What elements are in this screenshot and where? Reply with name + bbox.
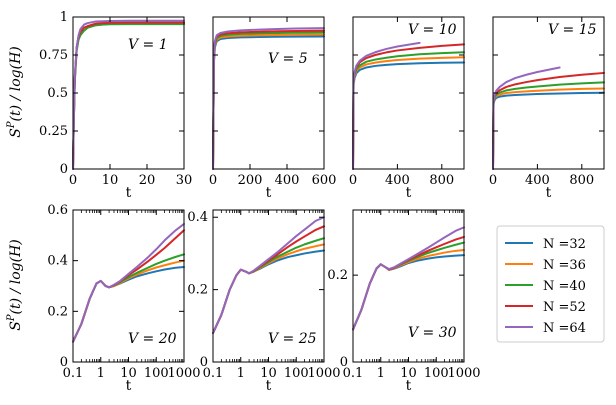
x-tick-label: 10 — [120, 366, 137, 381]
y-tick-label: 0.25 — [39, 124, 68, 139]
legend-label-N36: N =36 — [543, 258, 586, 273]
panel-title: V = 25 — [268, 331, 317, 347]
series-line-N36 — [352, 56, 465, 170]
legend: N =32 N =36 N =40 N =52 N =64 — [496, 225, 605, 343]
legend-label-N40: N =40 — [543, 279, 586, 294]
x-tick-label: 100 — [284, 366, 309, 381]
series-line-N64 — [492, 66, 561, 170]
series-line-N52 — [72, 229, 185, 343]
y-tick-label: 0.2 — [327, 268, 348, 283]
x-tick-label: 100 — [144, 366, 169, 381]
x-tick-label: 10 — [260, 366, 277, 381]
x-tick-label: 100 — [424, 366, 449, 381]
x-tick-label: 20 — [139, 173, 156, 188]
y-tick-label: 0.2 — [187, 283, 208, 298]
series-line-N32 — [492, 91, 605, 170]
x-axis-label: t — [126, 185, 132, 201]
series-line-N52 — [492, 71, 605, 170]
series-line-N40 — [352, 51, 465, 170]
ylabel-top: SP(t) / log(H) — [6, 46, 24, 138]
x-tick-label: 1 — [97, 366, 105, 381]
y-tick-label: 0 — [340, 355, 348, 370]
x-axis-label: t — [406, 185, 412, 201]
x-axis-label: t — [546, 185, 552, 201]
x-axis-label: t — [126, 378, 132, 394]
x-tick-label: 1000 — [167, 366, 200, 381]
panel-title: V = 30 — [408, 325, 457, 341]
x-tick-label: 800 — [429, 173, 454, 188]
axes-frame — [352, 16, 465, 170]
y-tick-label: 1 — [60, 10, 68, 25]
series-line-N64 — [212, 216, 325, 335]
panel-title: V = 15 — [548, 22, 597, 38]
x-tick-label: 10 — [102, 173, 119, 188]
series-line-N64 — [72, 19, 185, 170]
x-tick-label: 0 — [69, 173, 77, 188]
x-axis-label: t — [266, 185, 272, 201]
x-tick-label: 800 — [569, 173, 594, 188]
x-tick-label: 600 — [312, 173, 337, 188]
x-tick-label: 1000 — [307, 366, 340, 381]
panel-title: V = 20 — [128, 331, 177, 347]
axes-frame — [212, 16, 325, 170]
panel-title: V = 1 — [128, 37, 168, 53]
series-line-N52 — [212, 225, 325, 335]
legend-box — [496, 225, 605, 343]
series-line-N32 — [352, 61, 465, 170]
ylabel-bottom: SP(t) / log(H) — [6, 239, 24, 331]
chart-panel-3: 0 400 800 t V = 10 — [349, 16, 465, 201]
y-tick-label: 0.4 — [187, 210, 208, 225]
panel-title: V = 10 — [408, 22, 457, 38]
chart-panel-1: 0 10 20 30 0 0.25 0.5 0.75 1 t V = 1 — [39, 10, 192, 201]
chart-panel-2: 0 200 400 600 t V = 5 — [209, 16, 337, 201]
x-tick-label: 0 — [209, 173, 217, 188]
x-tick-label: 1 — [237, 366, 245, 381]
legend-label-N64: N =64 — [543, 321, 586, 336]
series-line-N64 — [212, 27, 325, 170]
x-tick-label: 10 — [400, 366, 417, 381]
x-axis-label: t — [266, 378, 272, 394]
series-line-N64 — [352, 41, 421, 170]
y-tick-label: 0 — [200, 355, 208, 370]
series-line-N64 — [352, 226, 465, 331]
y-tick-label: 0 — [60, 162, 68, 177]
x-tick-label: 0 — [349, 173, 357, 188]
x-tick-label: 400 — [275, 173, 300, 188]
x-tick-label: 400 — [385, 173, 410, 188]
x-axis-label: t — [406, 378, 412, 394]
x-tick-label: 0.1 — [63, 366, 84, 381]
x-tick-label: 30 — [176, 173, 193, 188]
series-line-N32 — [352, 254, 465, 331]
y-tick-label: 0.2 — [47, 304, 68, 319]
legend-label-N32: N =32 — [543, 237, 586, 252]
x-tick-label: 200 — [238, 173, 263, 188]
x-tick-label: 0.1 — [203, 366, 224, 381]
series-line-N36 — [492, 87, 605, 170]
chart-panel-4: 0 400 800 t V = 15 — [489, 16, 605, 201]
y-tick-label: 0.5 — [47, 86, 68, 101]
panel-title: V = 5 — [268, 51, 308, 67]
x-tick-label: 400 — [525, 173, 550, 188]
legend-label-N52: N =52 — [543, 300, 586, 315]
y-tick-label: 0 — [60, 355, 68, 370]
series-line-N64 — [72, 222, 185, 343]
x-tick-label: 0 — [489, 173, 497, 188]
y-tick-label: 0.75 — [39, 48, 68, 63]
y-tick-label: 0.4 — [47, 254, 68, 269]
x-tick-label: 0.1 — [343, 366, 364, 381]
x-tick-label: 1000 — [447, 366, 480, 381]
y-tick-label: 0.6 — [47, 203, 68, 218]
x-tick-label: 1 — [377, 366, 385, 381]
